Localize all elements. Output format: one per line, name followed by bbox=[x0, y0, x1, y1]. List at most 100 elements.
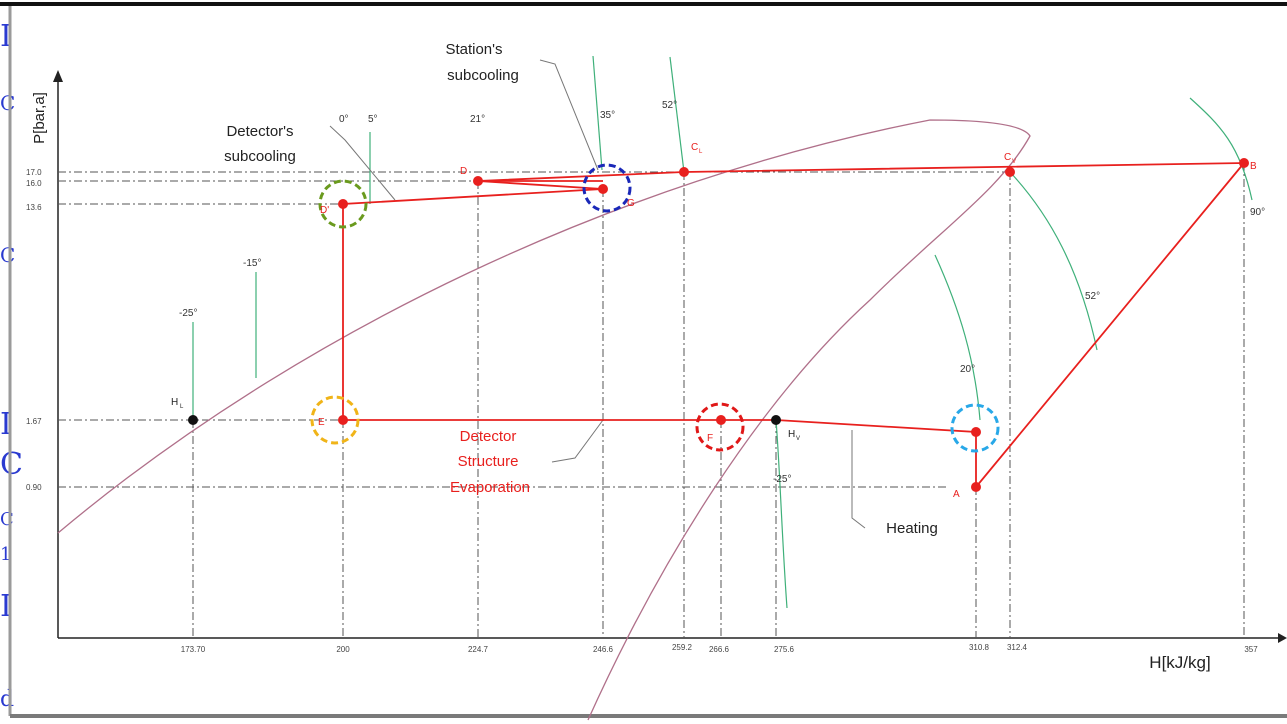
isotherm-90 bbox=[1189, 97, 1253, 201]
evaporation-line1: Detector bbox=[460, 428, 517, 445]
isotherm-labels: 0° 5° 21° 35° 52° -15° -25° 52° 20° 90° … bbox=[179, 100, 1265, 485]
point-labels: A B C V C L D G D' E F bbox=[318, 142, 1257, 500]
detector-subcooling-line2: subcooling bbox=[224, 148, 296, 165]
station-subcooling-line1: Station's bbox=[445, 41, 502, 58]
x-tick-labels: 173.70 200 224.7 246.6 259.2 266.6 275.6… bbox=[181, 643, 1258, 654]
y-tick-label: 16.0 bbox=[26, 179, 42, 188]
cycle-path bbox=[342, 162, 1246, 488]
x-tick-label: 275.6 bbox=[774, 645, 795, 654]
highlight-red bbox=[695, 402, 745, 452]
evaporation-line3: Evaporation bbox=[450, 479, 530, 496]
label-b: B bbox=[1250, 161, 1257, 172]
highlight-blue bbox=[582, 163, 632, 213]
station-subcooling-line2: subcooling bbox=[447, 67, 519, 84]
isotherm-label: 35° bbox=[600, 110, 615, 121]
point-heating-end bbox=[971, 427, 981, 437]
label-hl-sub: L bbox=[180, 404, 184, 410]
x-tick-label: 200 bbox=[336, 645, 350, 654]
heating-label: Heating bbox=[886, 520, 938, 537]
leader-evaporation bbox=[551, 419, 604, 463]
x-axis-label: H[kJ/kg] bbox=[1149, 653, 1210, 672]
side-glyph: I bbox=[0, 407, 12, 442]
cycle-lines bbox=[342, 162, 1246, 488]
x-tick-label: 173.70 bbox=[181, 645, 206, 654]
leader-lines bbox=[329, 59, 866, 529]
label-cl: C bbox=[691, 142, 698, 153]
x-tick-label: 246.6 bbox=[593, 645, 614, 654]
side-glyph: 1 bbox=[0, 544, 12, 565]
point-e bbox=[338, 415, 348, 425]
y-axis-arrow bbox=[53, 70, 63, 82]
detector-subcooling-line1: Detector's bbox=[226, 123, 293, 140]
reference-lines-horizontal bbox=[58, 171, 1010, 488]
point-cv bbox=[1005, 167, 1015, 177]
highlight-yellow bbox=[310, 395, 360, 445]
label-dprime: D' bbox=[320, 205, 329, 216]
isotherm-20 bbox=[934, 254, 981, 421]
x-tick-label: 259.2 bbox=[672, 643, 693, 652]
label-cv-sub: V bbox=[1012, 159, 1016, 165]
isotherm-label: 20° bbox=[960, 364, 975, 375]
point-f bbox=[716, 415, 726, 425]
isotherm-label: 90° bbox=[1250, 207, 1265, 218]
isotherm-label: 52° bbox=[662, 100, 677, 111]
highlight-cyan bbox=[950, 403, 1000, 453]
isotherm-35 bbox=[592, 55, 603, 171]
y-tick-labels: 17.0 16.0 13.6 1.67 0.90 bbox=[26, 168, 42, 492]
label-hv: H bbox=[788, 429, 795, 440]
isotherm-52-liquid bbox=[669, 56, 685, 173]
isotherm-label: -25° bbox=[179, 308, 197, 319]
cycle-points bbox=[338, 158, 1249, 492]
x-tick-label: 357 bbox=[1244, 645, 1258, 654]
side-glyph: I bbox=[0, 589, 12, 624]
x-tick-label: 266.6 bbox=[709, 645, 730, 654]
leader-station-subcooling bbox=[539, 59, 599, 171]
point-cl bbox=[679, 167, 689, 177]
y-tick-label: 13.6 bbox=[26, 203, 42, 212]
isotherm-label: -25° bbox=[773, 474, 791, 485]
isotherm-label: 21° bbox=[470, 114, 485, 125]
isotherms bbox=[192, 55, 1253, 609]
reference-lines-vertical bbox=[192, 163, 1245, 638]
evaporation-annotation: Detector Structure Evaporation bbox=[450, 428, 530, 496]
label-g: G bbox=[627, 198, 635, 209]
evaporation-line2: Structure bbox=[458, 453, 519, 470]
label-f: F bbox=[707, 433, 713, 444]
y-tick-label: 1.67 bbox=[26, 417, 42, 426]
x-axis-arrow bbox=[1278, 633, 1287, 643]
label-d: D bbox=[460, 166, 467, 177]
label-hl: H bbox=[171, 397, 178, 408]
point-hv bbox=[771, 415, 781, 425]
isotherm-label: 0° bbox=[339, 114, 349, 125]
isotherm-minus25-vapor bbox=[775, 419, 788, 609]
isotherm-label: 5° bbox=[368, 114, 378, 125]
point-b bbox=[1239, 158, 1249, 168]
highlight-green bbox=[318, 179, 368, 229]
x-tick-label: 310.8 bbox=[969, 643, 990, 652]
isotherm-label: -15° bbox=[243, 258, 261, 269]
label-cv: C bbox=[1004, 152, 1011, 163]
saturation-points bbox=[188, 415, 781, 425]
side-glyph: I bbox=[0, 19, 12, 54]
leader-heating bbox=[851, 430, 866, 529]
point-d bbox=[473, 176, 483, 186]
x-tick-label: 312.4 bbox=[1007, 643, 1028, 652]
label-a: A bbox=[953, 489, 960, 500]
point-hl bbox=[188, 415, 198, 425]
saturation-labels: H L H V bbox=[171, 397, 800, 442]
label-hv-sub: V bbox=[796, 436, 800, 442]
y-tick-label: 17.0 bbox=[26, 168, 42, 177]
annotations: Station's subcooling Detector's subcooli… bbox=[224, 41, 938, 537]
leader-detector-subcooling bbox=[329, 125, 396, 201]
point-dprime bbox=[338, 199, 348, 209]
y-tick-label: 0.90 bbox=[26, 483, 42, 492]
saturation-dome bbox=[57, 119, 1031, 721]
point-g bbox=[598, 184, 608, 194]
highlight-circles bbox=[310, 163, 1000, 453]
isotherm-52-vapor bbox=[1009, 171, 1098, 351]
isotherm-label: 52° bbox=[1085, 291, 1100, 302]
label-e: E bbox=[318, 417, 325, 428]
point-a bbox=[971, 482, 981, 492]
